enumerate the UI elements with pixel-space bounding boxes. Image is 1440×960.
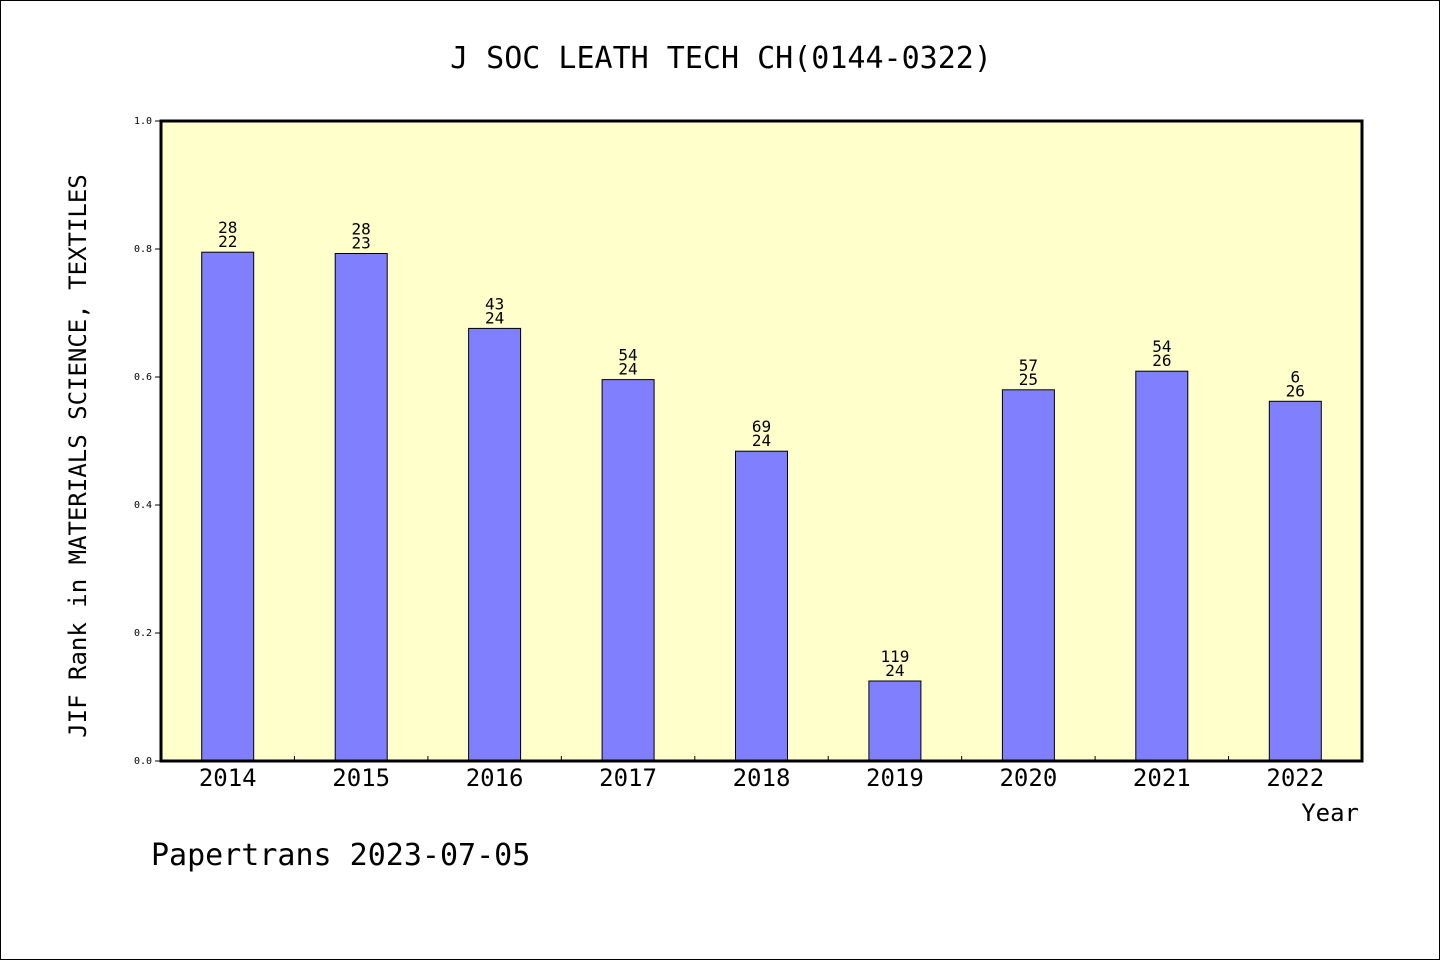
x-tick-label-2020: 2020: [999, 764, 1057, 792]
x-tick-label-2018: 2018: [733, 764, 791, 792]
plot-frame: [159, 119, 1364, 763]
chart-title: J SOC LEATH TECH CH(0144-0322): [450, 41, 992, 76]
y-tick-label-1: 0.2: [134, 628, 152, 639]
data-label-top-2014: 28: [218, 218, 237, 237]
x-tick-label-2017: 2017: [599, 764, 657, 792]
data-label-bottom-2016: 24: [485, 308, 504, 327]
y-tick-label-3: 0.6: [134, 372, 152, 383]
data-label-bottom-2022: 26: [1286, 381, 1305, 400]
x-tick-label-2014: 2014: [199, 764, 257, 792]
x-tick-label-2016: 2016: [466, 764, 524, 792]
x-tick-label-2021: 2021: [1133, 764, 1191, 792]
data-label-bottom-2018: 24: [752, 431, 771, 450]
bar-2022: [1268, 400, 1322, 762]
footer-credit: Papertrans 2023-07-05: [151, 838, 530, 873]
data-label-top-2017: 54: [618, 346, 637, 365]
bar-2014: [201, 251, 255, 762]
data-label-top-2021: 54: [1152, 337, 1171, 356]
bar-2015: [334, 253, 388, 762]
bar-2019: [868, 680, 922, 762]
data-label-top-2018: 69: [752, 417, 771, 436]
data-label-bottom-2020: 25: [1019, 370, 1038, 389]
data-label-bottom-2019: 24: [885, 661, 904, 680]
x-tick-label-2015: 2015: [332, 764, 390, 792]
y-axis-title: JIF Rank in MATERIALS SCIENCE, TEXTILES: [64, 174, 92, 738]
data-label-bottom-2021: 26: [1152, 351, 1171, 370]
bar-2021: [1135, 370, 1189, 762]
data-label-bottom-2017: 24: [618, 360, 637, 379]
x-tick-label-2022: 2022: [1266, 764, 1324, 792]
data-label-top-2020: 57: [1019, 356, 1038, 375]
y-tick-label-5: 1.0: [134, 116, 152, 127]
y-axis: 0.0 0.2 0.4 0.6 0.8 1.0: [134, 116, 161, 767]
x-axis: 2014 2015 2016 2017 2018 2019 2020 2021 2022: [199, 756, 1324, 792]
bar-2016: [468, 327, 522, 762]
data-label-top-2016: 43: [485, 294, 504, 313]
y-tick-label-4: 0.8: [134, 244, 152, 255]
y-tick-label-0: 0.0: [134, 756, 152, 767]
bars-group: [201, 251, 1322, 762]
data-label-bottom-2015: 23: [352, 234, 371, 253]
x-axis-title: Year: [1301, 799, 1359, 827]
bar-2018: [735, 450, 788, 762]
data-label-top-2019: 119: [880, 647, 909, 666]
data-label-top-2015: 28: [352, 220, 371, 239]
y-tick-label-2: 0.4: [134, 500, 152, 511]
x-tick-label-2019: 2019: [866, 764, 924, 792]
bar-2020: [1001, 389, 1055, 762]
bar-2017: [601, 379, 655, 762]
data-label-bottom-2014: 22: [218, 232, 237, 251]
data-label-top-2022: 6: [1290, 367, 1300, 386]
